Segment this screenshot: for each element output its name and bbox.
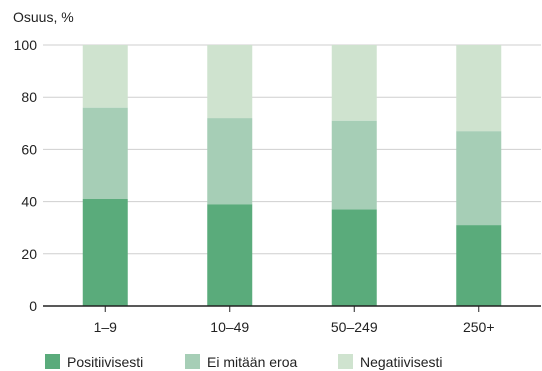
bar-segment-3 bbox=[331, 45, 377, 121]
y-tick-label: 20 bbox=[21, 246, 37, 262]
bars bbox=[82, 45, 502, 306]
bar-segment-1 bbox=[207, 204, 253, 306]
y-tick-labels: 0 20 40 60 80 100 bbox=[14, 37, 38, 314]
legend-label: Ei mitään eroa bbox=[207, 354, 297, 370]
bar-segment-1 bbox=[456, 225, 502, 306]
x-tick-label: 50–249 bbox=[331, 319, 378, 335]
y-tick-label: 40 bbox=[21, 194, 37, 210]
bar-segment-2 bbox=[456, 131, 502, 226]
legend-label: Negatiivisesti bbox=[360, 354, 442, 370]
legend-swatch bbox=[338, 354, 353, 369]
legend-swatch bbox=[45, 354, 60, 369]
y-axis-label: Osuus, % bbox=[13, 9, 74, 25]
bar-segment-3 bbox=[82, 45, 128, 108]
bar-segment-1 bbox=[82, 198, 128, 306]
legend-swatch bbox=[185, 354, 200, 369]
x-axis: 1–9 10–49 50–249 250+ bbox=[43, 305, 541, 335]
bar-segment-3 bbox=[456, 45, 502, 132]
x-tick-label: 10–49 bbox=[210, 319, 249, 335]
bar-segment-1 bbox=[331, 209, 377, 306]
x-tick-label: 250+ bbox=[463, 319, 495, 335]
bar-segment-2 bbox=[82, 107, 128, 199]
legend-label: Positiivisesti bbox=[67, 354, 143, 370]
legend: Positiivisesti Ei mitään eroa Negatiivises… bbox=[45, 354, 442, 370]
x-tick-label: 1–9 bbox=[94, 319, 118, 335]
bar-segment-3 bbox=[207, 45, 253, 119]
y-tick-label: 60 bbox=[21, 141, 37, 157]
y-tick-label: 0 bbox=[29, 298, 37, 314]
bar-segment-2 bbox=[207, 118, 253, 205]
y-tick-label: 100 bbox=[14, 37, 38, 53]
y-tick-label: 80 bbox=[21, 89, 37, 105]
bar-segment-2 bbox=[331, 120, 377, 210]
